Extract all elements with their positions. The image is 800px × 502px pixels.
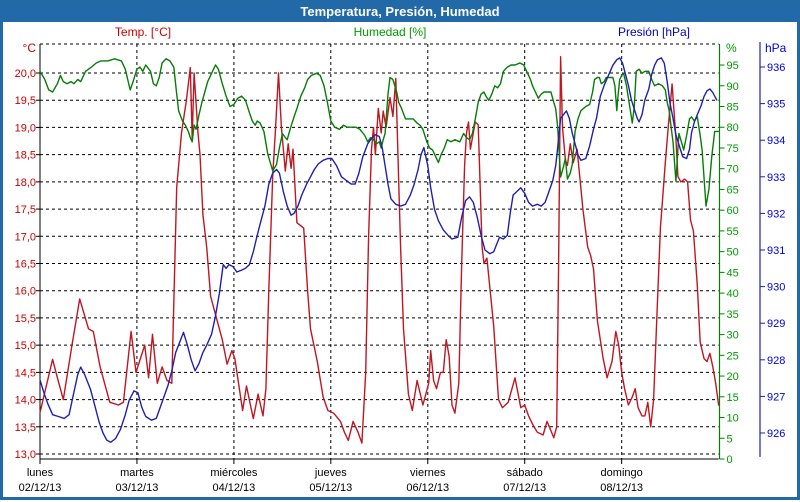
day-date-label: 07/12/13	[503, 482, 546, 494]
humidity-tick-label: 95	[727, 60, 739, 72]
title-bar: Temperatura, Presión, Humedad	[0, 0, 800, 22]
pressure-tick-label: 935	[767, 99, 785, 111]
day-date-label: 03/12/13	[116, 482, 159, 494]
pressure-tick-label: 932	[767, 208, 785, 220]
pressure-axis-unit: hPa	[765, 41, 787, 55]
humidity-tick-label: 85	[727, 102, 739, 114]
temp-tick-label: 14,0	[15, 395, 36, 407]
temp-tick-label: 13,0	[15, 449, 36, 461]
humidity-tick-label: 90	[727, 81, 739, 93]
humidity-tick-label: 35	[727, 309, 739, 321]
plot-frame	[39, 44, 719, 460]
day-date-label: 05/12/13	[309, 482, 352, 494]
humidity-tick-label: 10	[727, 413, 739, 425]
humidity-tick-label: 15	[727, 392, 739, 404]
legend-temp: Temp. [°C]	[115, 25, 171, 39]
humidity-tick-label: 25	[727, 350, 739, 362]
day-name-label: viernes	[410, 467, 446, 479]
temp-tick-label: 15,0	[15, 340, 36, 352]
humidity-tick-label: 75	[727, 143, 739, 155]
day-name-label: miércoles	[210, 467, 258, 479]
humidity-tick-label: 0	[727, 454, 733, 466]
temp-tick-label: 17,5	[15, 204, 36, 216]
pressure-tick-label: 936	[767, 62, 785, 74]
day-name-label: jueves	[314, 467, 347, 479]
pressure-tick-label: 934	[767, 135, 785, 147]
temp-tick-label: 17,0	[15, 231, 36, 243]
hum-series-line	[39, 58, 720, 207]
chart-area: Temp. [°C] Humedad [%] Presión [hPa] °C …	[3, 22, 797, 497]
pressure-tick-label: 928	[767, 355, 785, 367]
day-name-label: martes	[120, 467, 154, 479]
humidity-tick-label: 60	[727, 205, 739, 217]
temp-series-line	[39, 56, 720, 444]
temp-tick-label: 14,5	[15, 367, 36, 379]
humidity-tick-label: 30	[727, 330, 739, 342]
day-name-label: domingo	[601, 467, 643, 479]
temp-tick-label: 19,0	[15, 122, 36, 134]
day-name-label: lunes	[27, 467, 54, 479]
legend-humidity: Humedad [%]	[354, 25, 427, 39]
humidity-tick-label: 5	[727, 433, 733, 445]
legend-pressure: Presión [hPa]	[618, 25, 690, 39]
temp-tick-label: 16,0	[15, 286, 36, 298]
pressure-tick-label: 931	[767, 245, 785, 257]
temp-tick-label: 20,0	[15, 68, 36, 80]
humidity-tick-label: 45	[727, 267, 739, 279]
weather-chart: Temp. [°C] Humedad [%] Presión [hPa] °C …	[15, 25, 787, 494]
temp-tick-label: 18,5	[15, 150, 36, 162]
data-series	[39, 56, 720, 444]
humidity-axis-unit: %	[726, 41, 737, 55]
pressure-tick-label: 926	[767, 428, 785, 440]
humidity-tick-label: 20	[727, 371, 739, 383]
pres-series-line	[39, 57, 718, 443]
temp-axis-unit: °C	[23, 41, 37, 55]
day-labels: lunes 02/12/13 martes 03/12/13 miércoles 04/1…	[19, 459, 643, 494]
humidity-tick-label: 70	[727, 164, 739, 176]
humidity-tick-label: 55	[727, 226, 739, 238]
humidity-tick-label: 50	[727, 247, 739, 259]
window-title: Temperatura, Presión, Humedad	[300, 3, 500, 19]
humidity-tick-label: 65	[727, 184, 739, 196]
day-date-label: 08/12/13	[600, 482, 643, 494]
temp-tick-label: 15,5	[15, 313, 36, 325]
humidity-tick-label: 40	[727, 288, 739, 300]
temp-tick-label: 13,5	[15, 422, 36, 434]
day-date-label: 06/12/13	[406, 482, 449, 494]
pressure-tick-label: 929	[767, 318, 785, 330]
day-date-label: 02/12/13	[19, 482, 62, 494]
day-date-label: 04/12/13	[212, 482, 255, 494]
pressure-tick-label: 930	[767, 282, 785, 294]
temp-tick-label: 19,5	[15, 95, 36, 107]
humidity-tick-label: 80	[727, 122, 739, 134]
pressure-tick-label: 927	[767, 391, 785, 403]
day-name-label: sábado	[507, 467, 543, 479]
temp-tick-label: 16,5	[15, 259, 36, 271]
pressure-tick-label: 933	[767, 172, 785, 184]
temp-tick-label: 18,0	[15, 177, 36, 189]
axis-ticks-and-labels: 13,0 13,5 14,0 14,5 15,0 15,5 16,0 16,5 17,0 17,5…	[15, 42, 785, 466]
